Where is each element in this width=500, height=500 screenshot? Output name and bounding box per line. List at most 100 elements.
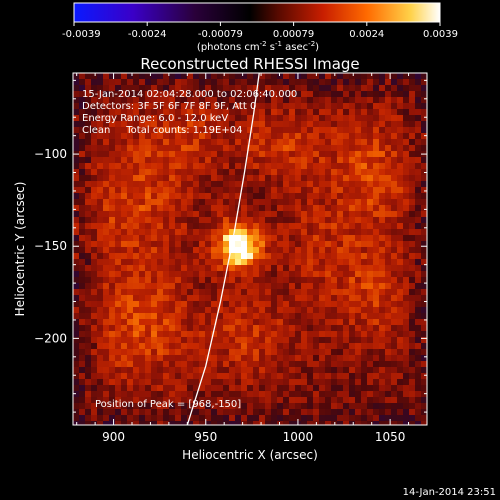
heatmap-cell xyxy=(109,103,115,109)
heatmap-cell xyxy=(217,343,223,349)
heatmap-cell xyxy=(193,277,199,283)
heatmap-cell xyxy=(133,205,139,211)
heatmap-cell xyxy=(295,253,301,259)
heatmap-cell xyxy=(97,151,103,157)
heatmap-cell xyxy=(265,325,271,331)
heatmap-cell xyxy=(235,325,241,331)
heatmap-cell xyxy=(355,319,361,325)
heatmap-cell xyxy=(337,193,343,199)
heatmap-cell xyxy=(289,133,295,139)
heatmap-cell xyxy=(361,403,367,409)
heatmap-cell xyxy=(115,397,121,403)
heatmap-cell xyxy=(421,79,427,85)
heatmap-cell xyxy=(355,325,361,331)
heatmap-cell xyxy=(241,247,247,253)
heatmap-cell xyxy=(85,385,91,391)
heatmap-cell xyxy=(421,193,427,199)
heatmap-cell xyxy=(397,367,403,373)
heatmap-cell xyxy=(229,247,235,253)
heatmap-cell xyxy=(373,409,379,415)
heatmap-cell xyxy=(271,325,277,331)
heatmap-cell xyxy=(85,145,91,151)
heatmap-cell xyxy=(373,331,379,337)
heatmap-cell xyxy=(181,157,187,163)
heatmap-cell xyxy=(97,241,103,247)
heatmap-cell xyxy=(199,343,205,349)
heatmap-cell xyxy=(181,85,187,91)
heatmap-cell xyxy=(163,415,169,421)
heatmap-cell xyxy=(169,391,175,397)
heatmap-cell xyxy=(277,307,283,313)
heatmap-cell xyxy=(361,313,367,319)
heatmap-cell xyxy=(343,343,349,349)
heatmap-cell xyxy=(235,115,241,121)
heatmap-cell xyxy=(397,271,403,277)
heatmap-cell xyxy=(301,397,307,403)
heatmap-cell xyxy=(289,289,295,295)
heatmap-cell xyxy=(163,325,169,331)
heatmap-cell xyxy=(163,379,169,385)
heatmap-cell xyxy=(157,235,163,241)
heatmap-cell xyxy=(367,337,373,343)
heatmap-cell xyxy=(331,97,337,103)
heatmap-cell xyxy=(151,211,157,217)
heatmap-cell xyxy=(307,199,313,205)
heatmap-cell xyxy=(253,85,259,91)
heatmap-cell xyxy=(127,391,133,397)
heatmap-cell xyxy=(175,151,181,157)
heatmap-cell xyxy=(385,241,391,247)
heatmap-cell xyxy=(349,361,355,367)
heatmap-cell xyxy=(115,337,121,343)
heatmap-cell xyxy=(403,217,409,223)
heatmap-cell xyxy=(259,343,265,349)
heatmap-cell xyxy=(217,169,223,175)
heatmap-cell xyxy=(109,355,115,361)
heatmap-cell xyxy=(91,247,97,253)
heatmap-cell xyxy=(229,157,235,163)
heatmap-cell xyxy=(421,313,427,319)
heatmap-cell xyxy=(415,169,421,175)
heatmap-cell xyxy=(403,193,409,199)
heatmap-cell xyxy=(259,157,265,163)
heatmap-cell xyxy=(313,415,319,421)
heatmap-cell xyxy=(397,211,403,217)
heatmap-cell xyxy=(421,121,427,127)
heatmap-cell xyxy=(391,223,397,229)
heatmap-cell xyxy=(85,295,91,301)
heatmap-cell xyxy=(355,217,361,223)
heatmap-cell xyxy=(313,271,319,277)
heatmap-cell xyxy=(259,403,265,409)
heatmap-cell xyxy=(325,157,331,163)
heatmap-cell xyxy=(175,145,181,151)
heatmap-cell xyxy=(355,235,361,241)
heatmap-cell xyxy=(343,313,349,319)
heatmap-cell xyxy=(121,145,127,151)
heatmap-cell xyxy=(331,397,337,403)
heatmap-cell xyxy=(121,199,127,205)
heatmap-cell xyxy=(217,163,223,169)
heatmap-cell xyxy=(169,325,175,331)
heatmap-cell xyxy=(289,139,295,145)
heatmap-cell xyxy=(385,193,391,199)
heatmap-cell xyxy=(217,283,223,289)
heatmap-cell xyxy=(85,151,91,157)
heatmap-cell xyxy=(349,73,355,79)
heatmap-cell xyxy=(325,295,331,301)
heatmap-cell xyxy=(319,403,325,409)
heatmap-cell xyxy=(403,181,409,187)
heatmap-cell xyxy=(421,139,427,145)
heatmap-cell xyxy=(205,307,211,313)
heatmap-cell xyxy=(205,415,211,421)
heatmap-cell xyxy=(271,403,277,409)
heatmap-cell xyxy=(373,265,379,271)
heatmap-cell xyxy=(379,379,385,385)
heatmap-cell xyxy=(169,97,175,103)
heatmap-cell xyxy=(289,187,295,193)
solar-limb-line xyxy=(186,73,260,425)
heatmap-cell xyxy=(313,121,319,127)
heatmap-cell xyxy=(229,403,235,409)
heatmap-cell xyxy=(181,319,187,325)
heatmap-cell xyxy=(235,151,241,157)
heatmap-cell xyxy=(145,229,151,235)
heatmap-cell xyxy=(211,355,217,361)
